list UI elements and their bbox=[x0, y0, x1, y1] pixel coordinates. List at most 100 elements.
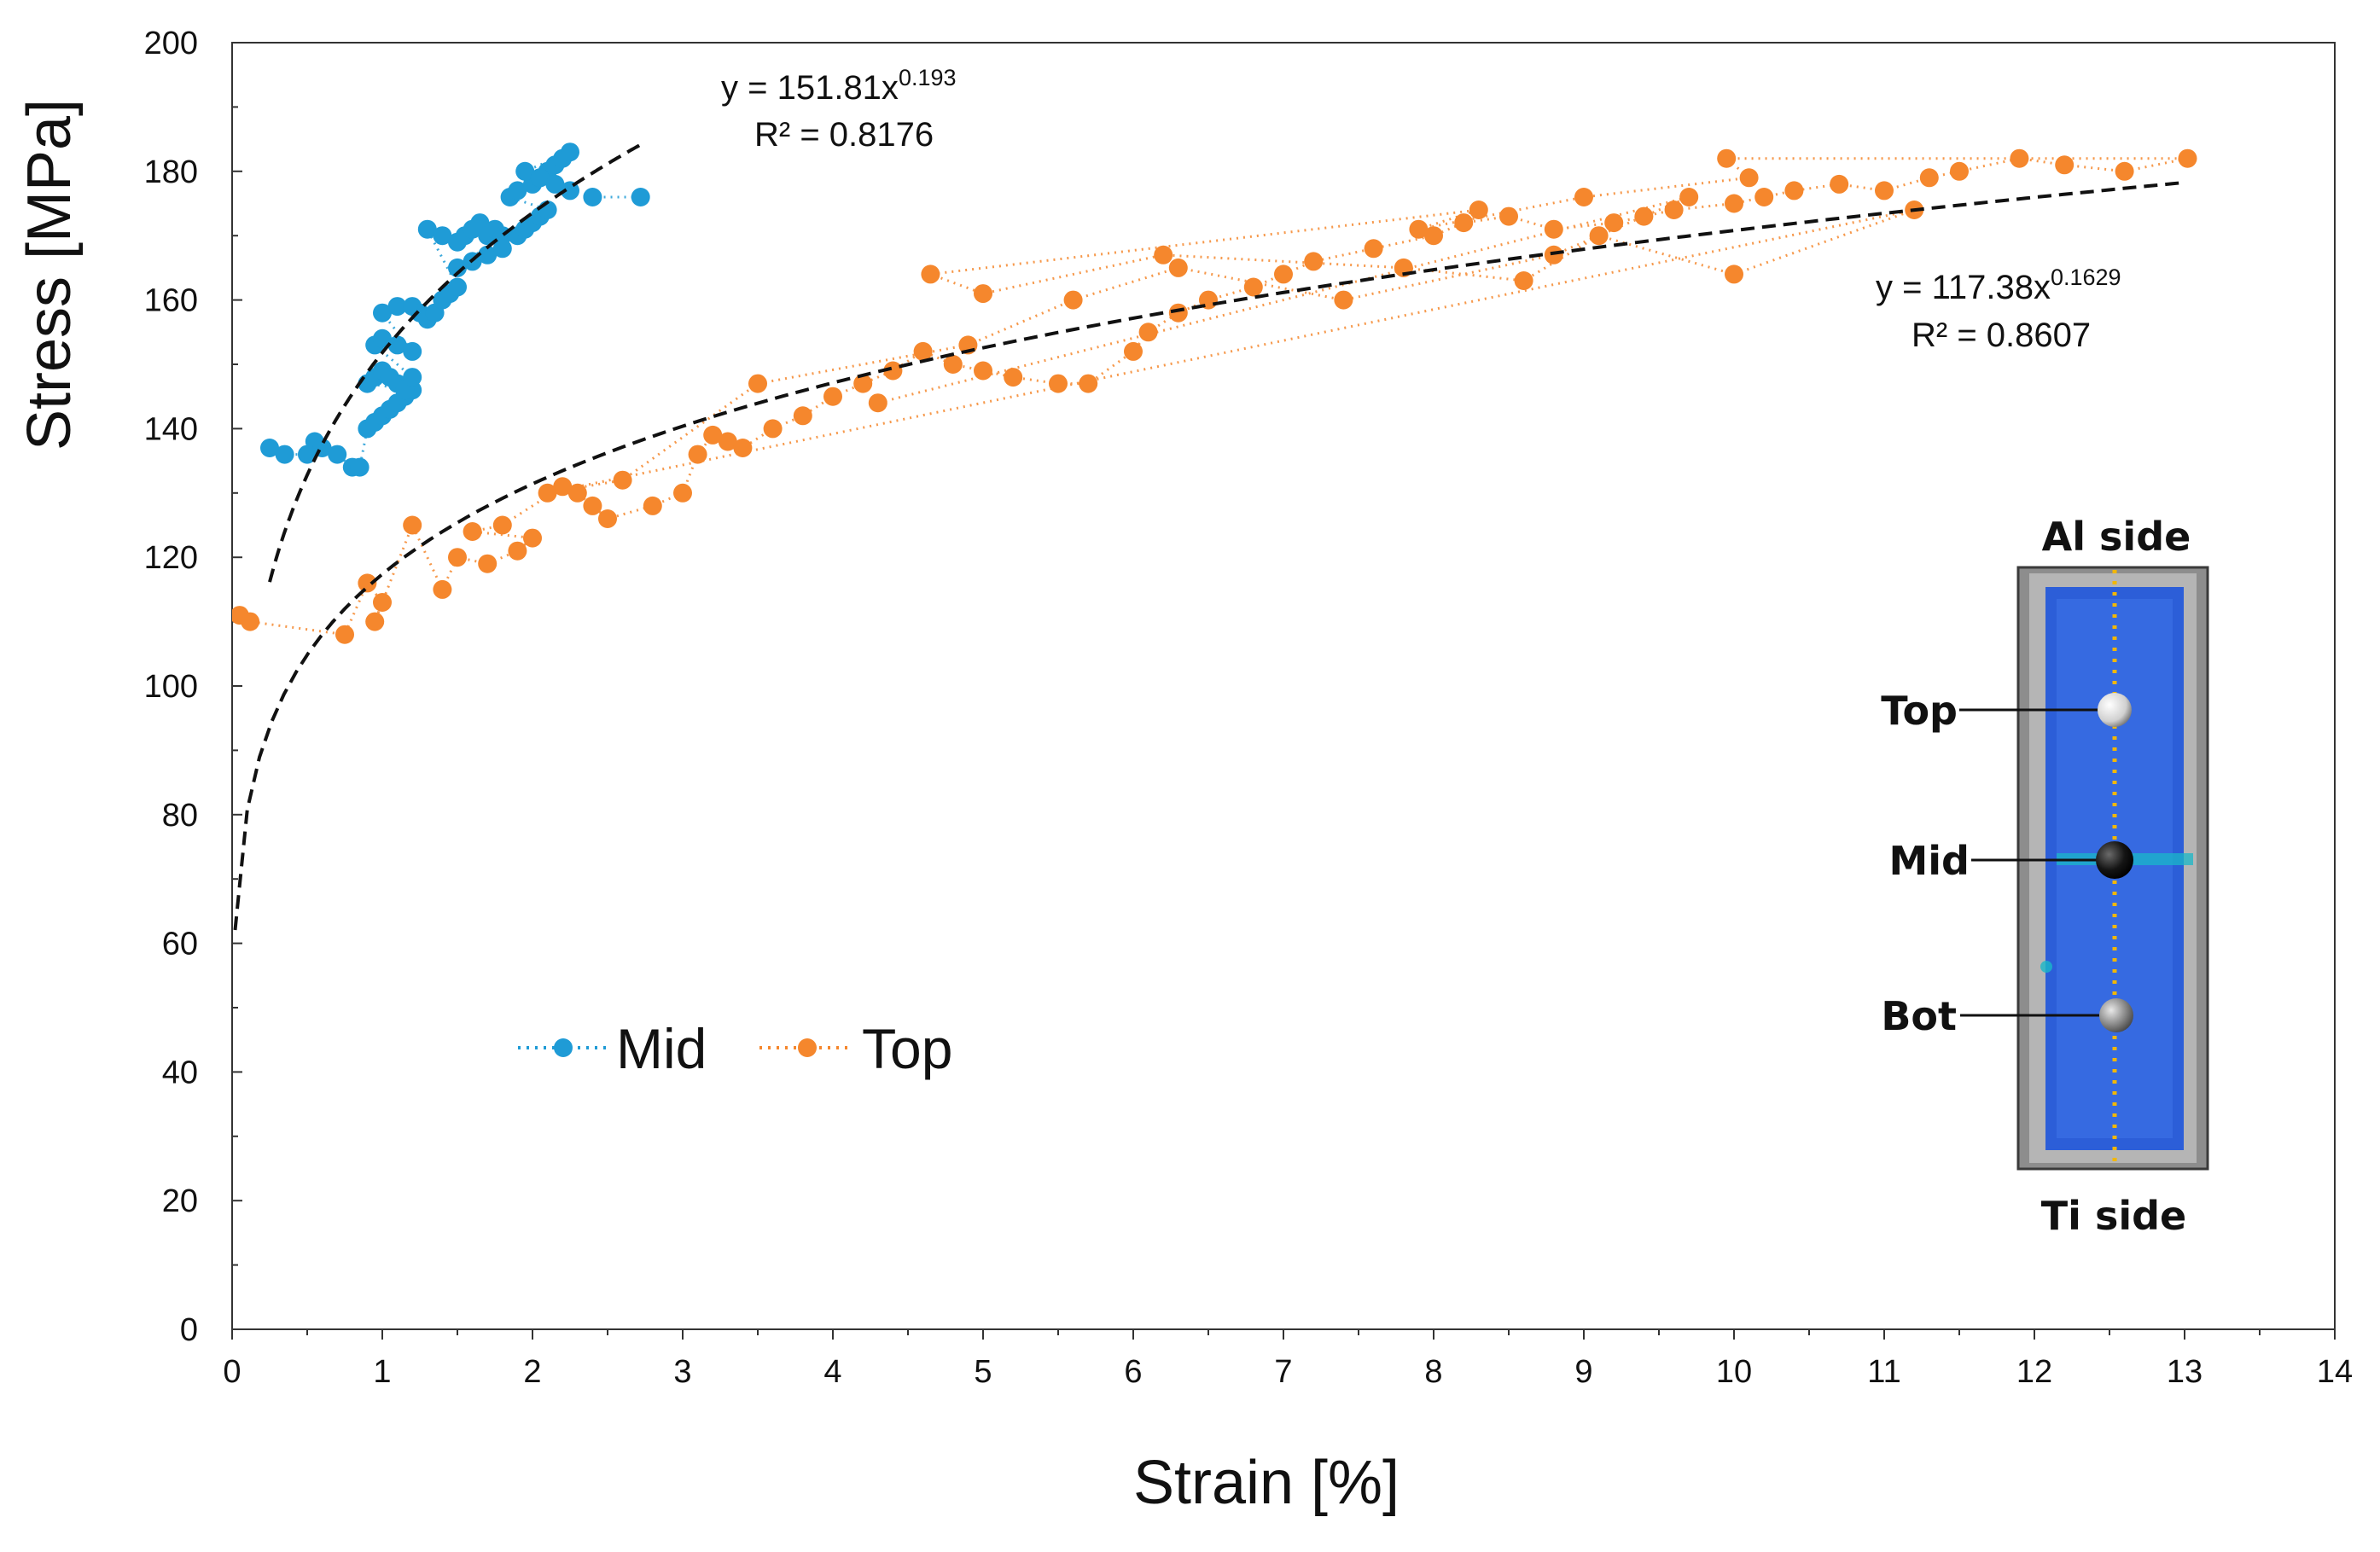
y-tick-label: 180 bbox=[144, 154, 198, 190]
series-top-point bbox=[943, 355, 963, 374]
series-top-point bbox=[567, 483, 587, 503]
series-top-point bbox=[1499, 206, 1518, 226]
legend-mid-marker bbox=[554, 1038, 573, 1057]
y-tick-label: 20 bbox=[162, 1183, 198, 1219]
series-top-point bbox=[974, 361, 992, 381]
series-top-point bbox=[673, 483, 692, 503]
series-top-point bbox=[1875, 181, 1894, 201]
series-top-point bbox=[1124, 341, 1143, 361]
x-tick-label: 14 bbox=[2317, 1354, 2353, 1390]
series-mid-point bbox=[508, 181, 527, 201]
series-top-point bbox=[793, 406, 812, 426]
series-mid-point bbox=[403, 368, 422, 387]
series-top-point bbox=[1304, 252, 1324, 271]
series-mid-point bbox=[417, 219, 437, 239]
series-top-point bbox=[1679, 188, 1699, 206]
series-mid-point bbox=[387, 297, 407, 317]
x-tick-label: 1 bbox=[373, 1354, 391, 1390]
y-tick-label: 200 bbox=[144, 26, 198, 61]
series-top-point bbox=[718, 432, 737, 451]
y-tick-label: 160 bbox=[144, 283, 198, 319]
series-top-point bbox=[1784, 181, 1804, 201]
series-mid-point bbox=[545, 174, 565, 194]
series-top-point bbox=[868, 393, 887, 413]
series-layer bbox=[232, 142, 2197, 644]
series-mid-point bbox=[631, 188, 650, 206]
series-top-point bbox=[1830, 174, 1849, 194]
inset-top-label: Al side bbox=[2042, 514, 2191, 560]
series-top-point bbox=[1049, 374, 1068, 393]
fit-curve-mid bbox=[268, 140, 646, 583]
fit-r2-mid: R² = 0.8176 bbox=[754, 116, 934, 154]
series-top-point bbox=[1725, 194, 1743, 213]
series-top-point bbox=[974, 284, 992, 304]
series-mid-point bbox=[387, 335, 407, 355]
x-tick-label: 7 bbox=[1274, 1354, 1292, 1390]
fit-layer bbox=[233, 140, 2185, 931]
series-mid-point bbox=[448, 277, 467, 297]
series-top-point bbox=[2115, 161, 2134, 181]
y-ticks: 0 20 40 60 80 100 120 140 160 180 200 bbox=[144, 26, 242, 1348]
series-mid-point bbox=[530, 168, 550, 188]
legend-mid-label: Mid bbox=[616, 1017, 707, 1080]
y-axis-title: Stress [MPa] bbox=[15, 99, 84, 450]
x-tick-label: 11 bbox=[1867, 1354, 1900, 1390]
series-top-point bbox=[492, 515, 512, 535]
series-mid-point bbox=[478, 245, 498, 264]
series-top-point bbox=[1469, 201, 1488, 219]
x-tick-label: 9 bbox=[1574, 1354, 1592, 1390]
series-top-point bbox=[1544, 245, 1563, 264]
y-tick-label: 80 bbox=[162, 798, 198, 834]
series-top-point bbox=[1154, 245, 1173, 264]
inset-bottom-label: Ti side bbox=[2041, 1193, 2186, 1239]
series-top-point bbox=[1919, 168, 1939, 188]
y-tick-label: 120 bbox=[144, 540, 198, 576]
series-top-point bbox=[1138, 323, 1158, 342]
series-top-point bbox=[1544, 219, 1563, 239]
series-mid bbox=[260, 142, 650, 477]
legend-item-top: Top bbox=[759, 1017, 952, 1080]
series-top-point bbox=[2055, 155, 2074, 175]
series-top-point bbox=[1514, 271, 1533, 290]
series-mid-point bbox=[260, 439, 279, 457]
series-top-point bbox=[1664, 201, 1684, 219]
series-mid-point bbox=[373, 328, 392, 348]
series-top-point bbox=[1574, 188, 1593, 206]
x-axis-title: Strain [%] bbox=[1133, 1449, 1399, 1517]
fit-equation-mid: y = 151.81x0.193 bbox=[721, 65, 957, 107]
series-top-point bbox=[853, 374, 873, 393]
series-top-point bbox=[1634, 206, 1654, 226]
series-mid-point bbox=[561, 142, 579, 162]
series-top-point bbox=[643, 496, 662, 515]
x-tick-label: 4 bbox=[823, 1354, 841, 1390]
series-top-point bbox=[598, 509, 617, 528]
series-top-point bbox=[1364, 239, 1383, 259]
series-mid-point bbox=[515, 161, 535, 181]
series-top-point bbox=[1168, 258, 1188, 277]
series-top-point bbox=[883, 361, 903, 381]
series-top-point bbox=[823, 387, 842, 406]
inset-marker-top: Top bbox=[1881, 688, 1958, 734]
series-top-point bbox=[613, 470, 632, 490]
series-top-point bbox=[1409, 219, 1429, 239]
series-top-point bbox=[538, 483, 557, 503]
series-top-point bbox=[1725, 264, 1743, 284]
series-top-point bbox=[913, 341, 933, 361]
inset-marker-bot: Bot bbox=[1881, 993, 1957, 1039]
x-ticks: 0 1 2 3 4 5 6 7 8 9 10 11 12 13 14 bbox=[223, 1329, 2353, 1390]
series-top-point bbox=[1274, 264, 1293, 284]
series-top-point bbox=[523, 528, 542, 548]
inset-marker-mid: Mid bbox=[1889, 838, 1970, 884]
fit-r2-top: R² = 0.8607 bbox=[1912, 317, 2091, 354]
strain-spot bbox=[2040, 961, 2052, 973]
series-top-point bbox=[688, 445, 707, 464]
series-top-point bbox=[1604, 213, 1624, 233]
series-top-point bbox=[241, 612, 260, 631]
series-top-point bbox=[1739, 168, 1759, 188]
series-top-point bbox=[733, 439, 753, 457]
series-top-point bbox=[763, 419, 783, 439]
series-top-point bbox=[403, 515, 422, 535]
y-tick-label: 40 bbox=[162, 1055, 198, 1090]
series-top-point bbox=[508, 541, 527, 561]
